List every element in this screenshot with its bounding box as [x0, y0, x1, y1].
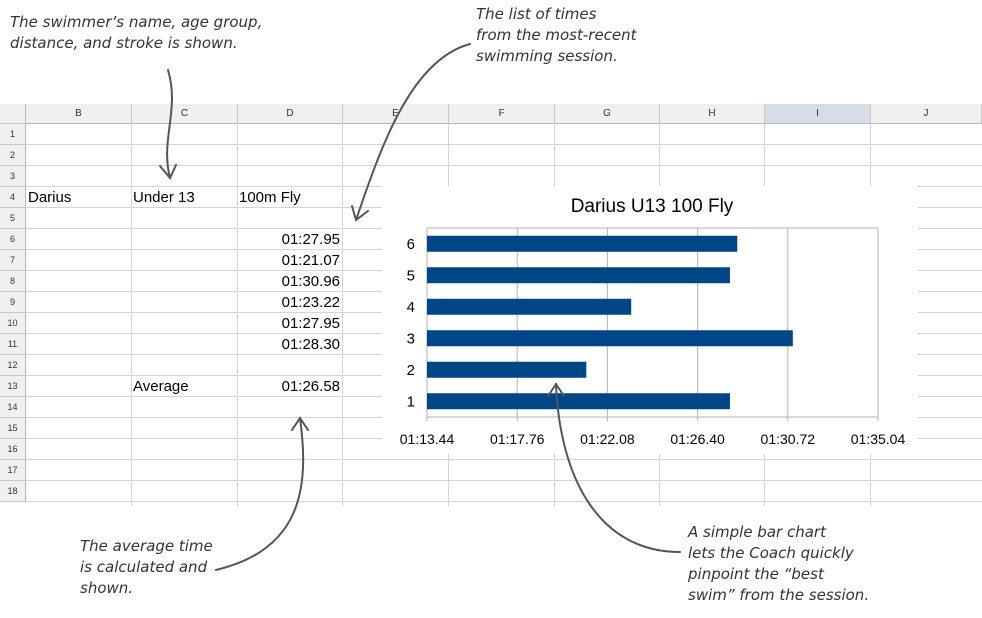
row-header-2[interactable]: 2 — [0, 145, 26, 166]
bar-1[interactable] — [427, 393, 730, 410]
y-tick-label: 6 — [407, 236, 415, 253]
column-header-c[interactable]: C — [132, 104, 238, 124]
bar-3[interactable] — [427, 330, 793, 347]
grid-row-line — [26, 144, 982, 145]
column-header-g[interactable]: G — [555, 104, 660, 124]
row-header-6[interactable]: 6 — [0, 229, 26, 250]
column-header-b[interactable]: B — [26, 104, 132, 124]
column-header-f[interactable]: F — [449, 104, 555, 124]
chart-y-tick-labels: 1 2 3 4 5 6 — [407, 236, 415, 411]
y-tick-label: 3 — [407, 330, 415, 347]
average-label-cell[interactable]: Average — [133, 378, 189, 395]
column-header-h[interactable]: H — [660, 104, 765, 124]
x-tick-label: 01:22.08 — [580, 431, 635, 447]
row-header-17[interactable]: 17 — [0, 460, 26, 481]
row-header-3[interactable]: 3 — [0, 166, 26, 187]
grid-row-line — [26, 165, 982, 166]
row-header-1[interactable]: 1 — [0, 124, 26, 145]
bar-chart[interactable]: Darius U13 100 Fly 1 2 3 4 5 6 01:13.44 01:17.… — [382, 186, 918, 454]
row-header-14[interactable]: 14 — [0, 397, 26, 418]
row-header-8[interactable]: 8 — [0, 271, 26, 292]
x-tick-label: 01:17.76 — [490, 431, 545, 447]
swimmer-name-cell[interactable]: Darius — [28, 189, 72, 206]
row-header-15[interactable]: 15 — [0, 418, 26, 439]
chart-x-tick-labels: 01:13.44 01:17.76 01:22.08 01:26.40 01:30.72… — [400, 431, 906, 447]
plot-area — [426, 227, 879, 418]
row-header-16[interactable]: 16 — [0, 439, 26, 460]
average-value-cell[interactable]: 01:26.58 — [281, 378, 340, 395]
grid-column-line — [237, 124, 238, 506]
y-tick-label: 1 — [407, 393, 415, 410]
row-header-7[interactable]: 7 — [0, 250, 26, 271]
column-header-j[interactable]: J — [871, 104, 982, 124]
age-group-cell[interactable]: Under 13 — [133, 189, 195, 206]
bar-6[interactable] — [427, 235, 738, 252]
row-header-13[interactable]: 13 — [0, 376, 26, 397]
row-header-10[interactable]: 10 — [0, 313, 26, 334]
name-annotation: The swimmer’s name, age group, distance,… — [10, 13, 263, 52]
chart-title: Darius U13 100 Fly — [571, 196, 734, 217]
y-tick-label: 4 — [407, 299, 415, 316]
bar-2[interactable] — [427, 361, 587, 378]
row-header-4[interactable]: 4 — [0, 187, 26, 208]
event-cell[interactable]: 100m Fly — [239, 189, 301, 206]
corner-cell[interactable] — [0, 104, 26, 124]
grid-row-line — [26, 459, 982, 460]
column-header-d[interactable]: D — [238, 104, 343, 124]
row-header-18[interactable]: 18 — [0, 481, 26, 502]
row-header-5[interactable]: 5 — [0, 208, 26, 229]
column-header-e[interactable]: E — [343, 104, 449, 124]
grid-row-line — [26, 501, 982, 502]
times-annotation: The list of times from the most-recent s… — [476, 5, 637, 65]
time-cell[interactable]: 01:30.96 — [281, 273, 340, 290]
grid-column-line — [131, 124, 132, 506]
bar-5[interactable] — [427, 267, 730, 284]
grid-row-line — [26, 480, 982, 481]
x-tick-label: 01:26.40 — [670, 431, 725, 447]
time-cell[interactable]: 01:23.22 — [281, 294, 340, 311]
time-cell[interactable]: 01:27.95 — [281, 315, 340, 332]
time-cell[interactable]: 01:27.95 — [281, 231, 340, 248]
y-tick-label: 2 — [407, 362, 415, 379]
grid-column-line — [342, 124, 343, 506]
x-tick-label: 01:35.04 — [851, 431, 906, 447]
row-header-11[interactable]: 11 — [0, 334, 26, 355]
x-tick-label: 01:30.72 — [761, 431, 816, 447]
average-annotation: The average time is calculated and shown… — [80, 537, 213, 597]
chart-annotation: A simple bar chart lets the Coach quickl… — [688, 523, 870, 604]
x-tick-label: 01:13.44 — [400, 431, 455, 447]
bar-4[interactable] — [427, 298, 632, 315]
y-tick-label: 5 — [407, 267, 415, 284]
chart-bars — [427, 235, 793, 410]
time-cell[interactable]: 01:28.30 — [281, 336, 340, 353]
column-header-i[interactable]: I — [765, 104, 871, 124]
row-header-9[interactable]: 9 — [0, 292, 26, 313]
time-cell[interactable]: 01:21.07 — [281, 252, 340, 269]
chart-gridlines — [426, 227, 879, 421]
row-header-12[interactable]: 12 — [0, 355, 26, 376]
